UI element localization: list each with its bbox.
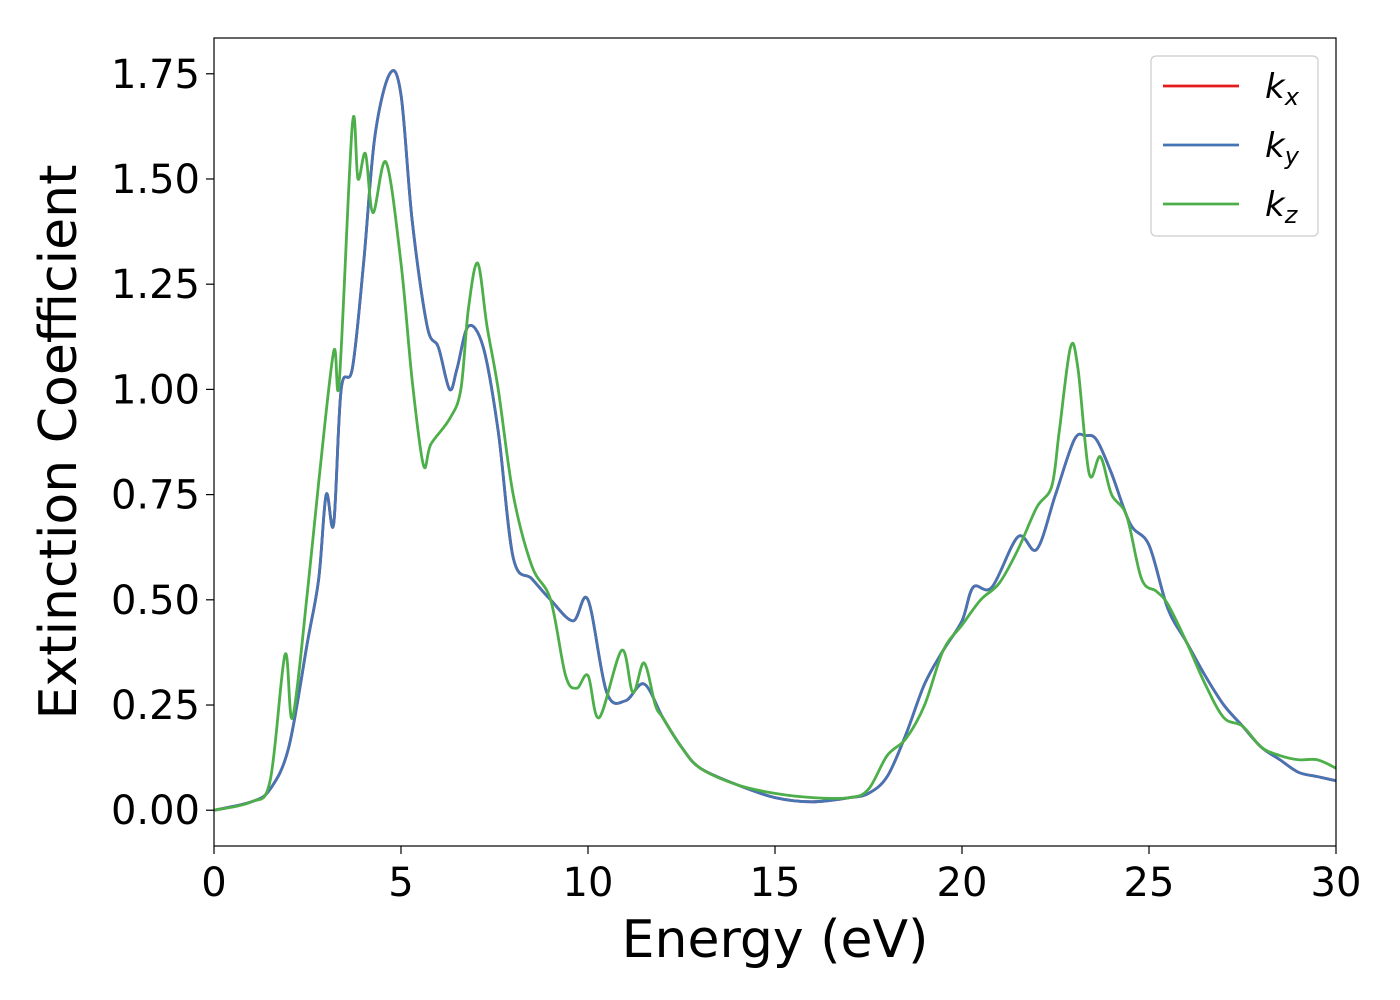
y-tick-label: 0.50 bbox=[111, 578, 200, 624]
legend-label-x: kx bbox=[1265, 67, 1300, 111]
x-axis-ticks: 0 5 10 15 20 25 30 bbox=[201, 846, 1361, 906]
x-tick-label: 0 bbox=[201, 860, 226, 906]
x-tick-label: 15 bbox=[750, 860, 801, 906]
y-tick-label: 0.75 bbox=[111, 473, 200, 519]
x-tick-label: 25 bbox=[1124, 860, 1175, 906]
series-line-z bbox=[213, 114, 1337, 812]
y-axis-ticks: 0.00 0.25 0.50 0.75 1.00 1.25 1.50 1.75 bbox=[111, 52, 214, 834]
y-tick-label: 1.00 bbox=[111, 367, 200, 413]
y-tick-label: 1.50 bbox=[111, 157, 200, 203]
y-tick-label: 1.25 bbox=[111, 262, 200, 308]
y-tick-label: 0.00 bbox=[111, 788, 200, 834]
legend-label-y: ky bbox=[1265, 126, 1300, 170]
x-axis-title: Energy (eV) bbox=[622, 910, 929, 970]
y-tick-label: 0.25 bbox=[111, 683, 200, 729]
plot-area bbox=[214, 38, 1336, 846]
x-tick-label: 20 bbox=[937, 860, 988, 906]
legend: kx ky kz bbox=[1150, 55, 1319, 237]
legend-label-z: kz bbox=[1265, 185, 1299, 229]
x-tick-label: 30 bbox=[1311, 860, 1362, 906]
x-tick-label: 5 bbox=[388, 860, 413, 906]
x-tick-label: 10 bbox=[563, 860, 614, 906]
y-axis-title: Extinction Coefficient bbox=[29, 165, 89, 720]
series-layer bbox=[213, 69, 1337, 812]
y-tick-label: 1.75 bbox=[111, 52, 200, 98]
